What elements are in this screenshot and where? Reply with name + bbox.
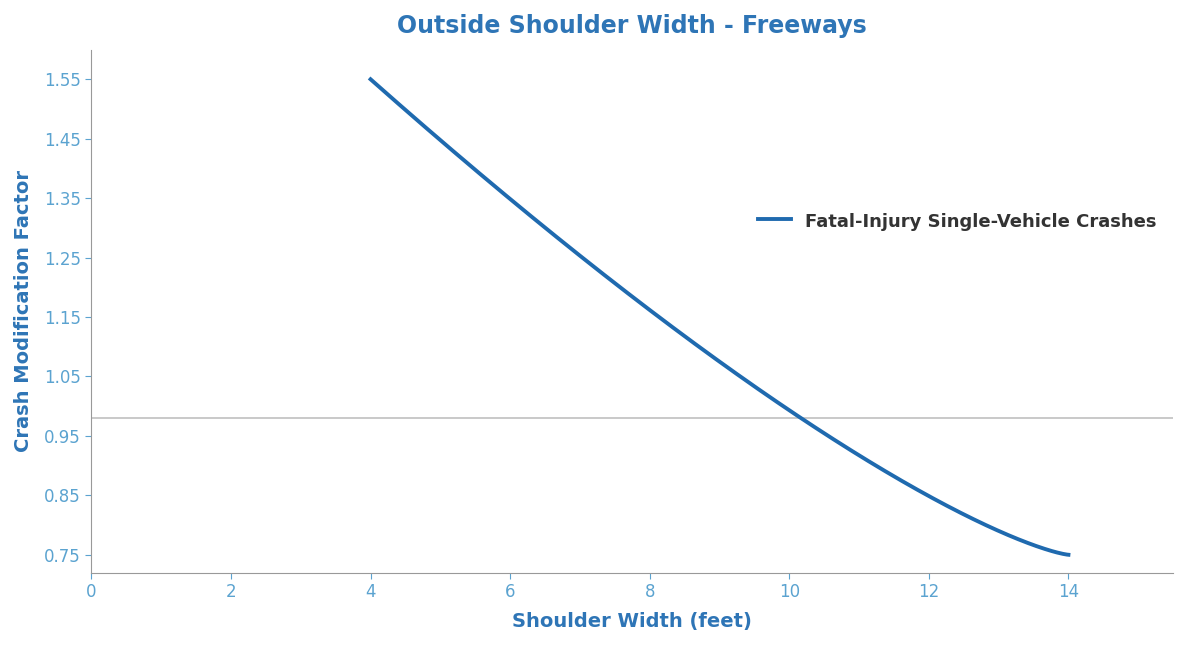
Title: Outside Shoulder Width - Freeways: Outside Shoulder Width - Freeways [398,14,868,38]
X-axis label: Shoulder Width (feet): Shoulder Width (feet) [513,612,753,631]
Y-axis label: Crash Modification Factor: Crash Modification Factor [14,170,33,452]
Legend: Fatal-Injury Single-Vehicle Crashes: Fatal-Injury Single-Vehicle Crashes [751,205,1164,238]
